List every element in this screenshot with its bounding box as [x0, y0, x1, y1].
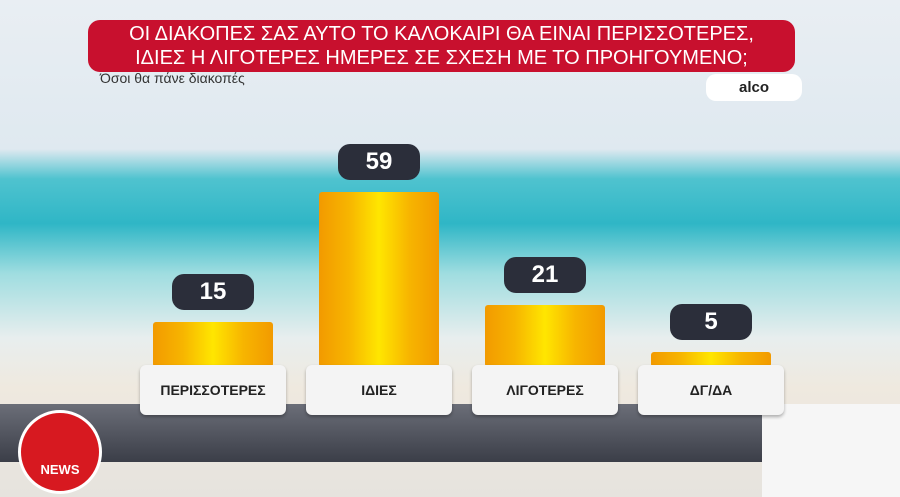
x-tick-label: ΔΓ/ΔΑ [638, 365, 784, 415]
sign-interpreter [762, 404, 900, 497]
value-label: 21 [504, 256, 586, 293]
value-label: 5 [670, 304, 752, 341]
x-tick-label: ΛΙΓΟΤΕΡΕΣ [472, 365, 618, 415]
value-label: 59 [338, 143, 420, 180]
bar [651, 352, 771, 367]
chart-title: ΟΙ ΔΙΑΚΟΠΕΣ ΣΑΣ ΑΥΤΟ ΤΟ ΚΑΛΟΚΑΙΡΙ ΘΑ ΕΙΝ… [88, 20, 795, 72]
source: alco [706, 74, 802, 101]
x-tick-label: ΙΔΙΕΣ [306, 365, 452, 415]
logo: NEWS [18, 410, 102, 494]
value-label: 15 [172, 274, 254, 311]
subtitle: Όσοι θα πάνε διακοπές [100, 70, 245, 86]
bar [319, 191, 439, 367]
bar [153, 322, 273, 367]
bar [485, 304, 605, 367]
x-tick-label: ΠΕΡΙΣΣΟΤΕΡΕΣ [140, 365, 286, 415]
